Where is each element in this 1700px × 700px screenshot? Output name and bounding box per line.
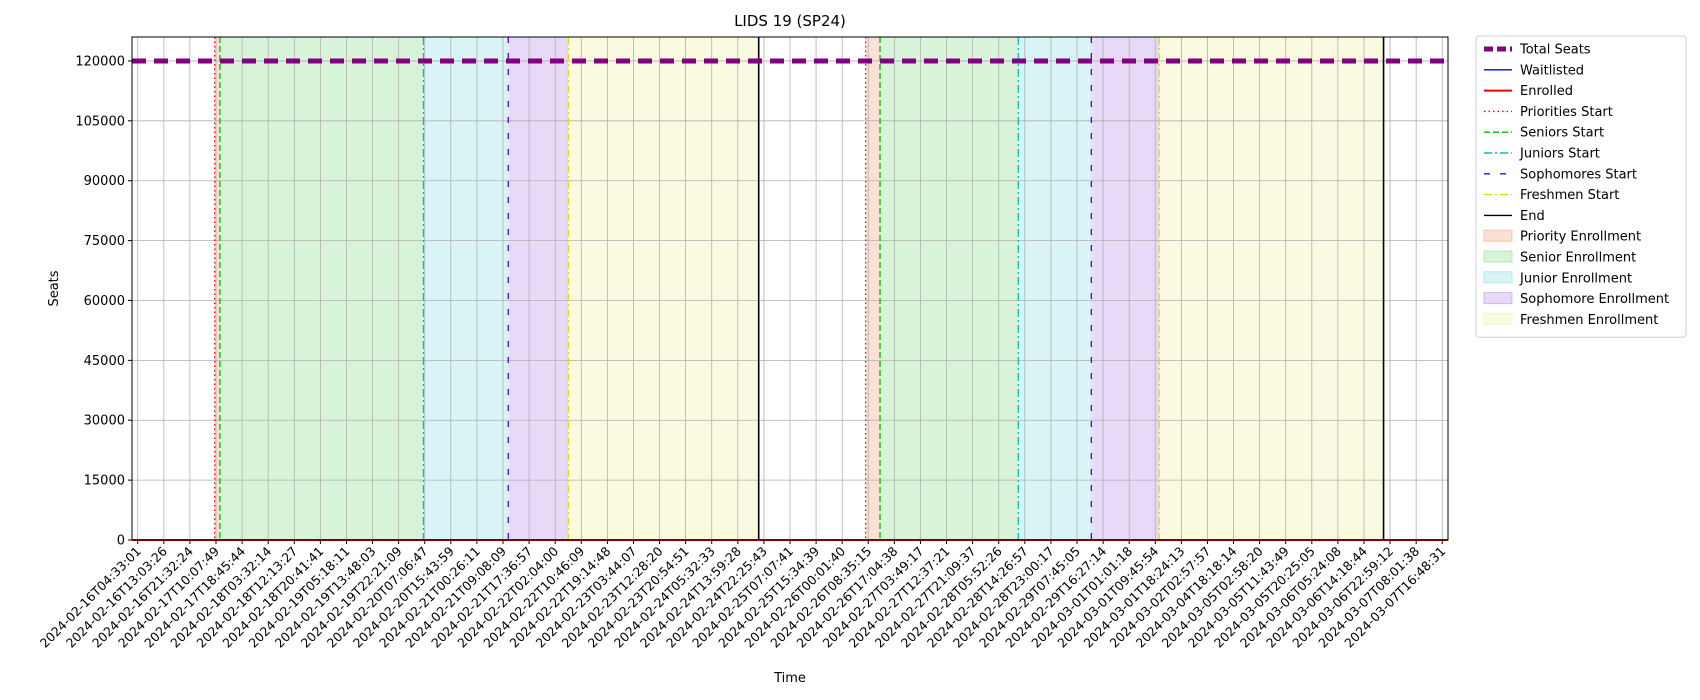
legend-label-7: Freshmen Start — [1520, 188, 1619, 203]
x-axis-label: Time — [773, 671, 806, 686]
legend-label-5: Juniors Start — [1519, 147, 1600, 162]
x-axis-ticks: 2024-02-16T04:33:012024-02-16T13:03:2620… — [37, 540, 1448, 651]
legend-label-13: Freshmen Enrollment — [1520, 313, 1658, 328]
y-tick-label: 75000 — [84, 234, 125, 249]
chart-title: LIDS 19 (SP24) — [734, 12, 846, 30]
legend-label-2: Enrolled — [1520, 84, 1573, 99]
legend-label-12: Sophomore Enrollment — [1520, 292, 1669, 307]
region-2-span-0 — [423, 37, 509, 540]
y-tick-label: 0 — [117, 534, 125, 549]
legend-label-4: Seniors Start — [1520, 126, 1604, 141]
region-1-span-1 — [880, 37, 1019, 540]
phase-start-lines — [214, 37, 1385, 540]
legend-label-11: Junior Enrollment — [1519, 271, 1632, 286]
legend-label-1: Waitlisted — [1520, 63, 1584, 78]
legend-label-10: Senior Enrollment — [1520, 251, 1636, 266]
enrollment-regions — [214, 37, 1384, 540]
legend-swatch-12 — [1483, 292, 1513, 305]
region-0-span-1 — [865, 37, 881, 540]
y-tick-label: 45000 — [84, 354, 125, 369]
region-0-span-0 — [214, 37, 220, 540]
legend-swatch-9 — [1483, 229, 1513, 242]
region-3-span-1 — [1091, 37, 1160, 540]
y-tick-label: 60000 — [84, 294, 125, 309]
region-3-span-0 — [508, 37, 569, 540]
legend-label-9: Priority Enrollment — [1520, 230, 1641, 245]
legend-box — [1475, 35, 1687, 338]
region-4-span-1 — [1159, 37, 1384, 540]
grid-lines — [132, 37, 1448, 541]
y-tick-label: 15000 — [84, 474, 125, 489]
y-axis-ticks: 0 15000 30000 45000 60000 75000 90000 105000 120… — [75, 54, 132, 549]
y-tick-label: 90000 — [84, 174, 125, 189]
y-tick-label: 30000 — [84, 414, 125, 429]
legend-swatch-13 — [1483, 312, 1513, 325]
y-axis-label: Seats — [47, 270, 62, 306]
legend-label-8: End — [1520, 209, 1545, 224]
region-1-span-0 — [219, 37, 424, 540]
legend-label-6: Sophomores Start — [1520, 167, 1637, 182]
y-tick-label: 105000 — [75, 114, 125, 129]
legend: Total Seats Waitlisted Enrolled Priorities … — [1475, 35, 1687, 338]
y-tick-label: 120000 — [75, 54, 125, 69]
region-4-span-0 — [568, 37, 759, 540]
legend-label-3: Priorities Start — [1520, 105, 1613, 120]
legend-swatch-10 — [1483, 250, 1513, 263]
legend-label-0: Total Seats — [1519, 43, 1591, 58]
legend-swatch-11 — [1483, 271, 1513, 284]
region-2-span-1 — [1018, 37, 1092, 540]
